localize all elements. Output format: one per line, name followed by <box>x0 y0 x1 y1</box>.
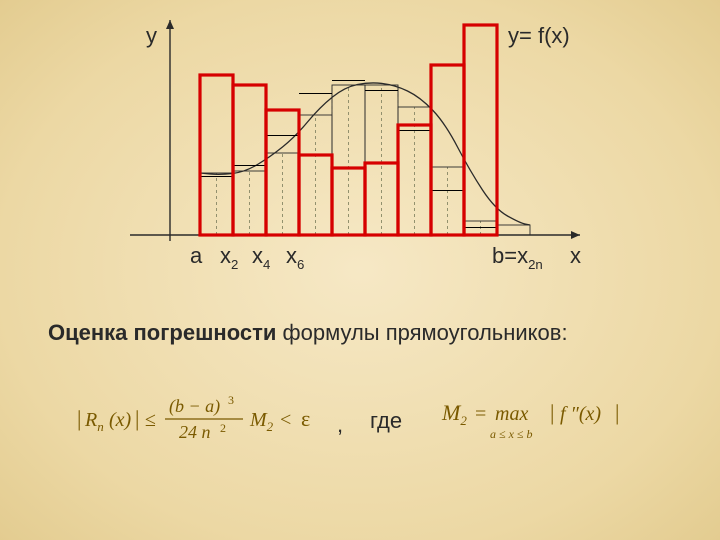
svg-text:ε: ε <box>301 406 310 431</box>
svg-text:x6: x6 <box>286 243 304 272</box>
svg-text:f ″(x): f ″(x) <box>560 403 601 425</box>
svg-text:Rn: Rn <box>84 409 104 434</box>
error-caption: Оценка погрешности формулы прямоугольник… <box>48 320 568 346</box>
svg-text:|: | <box>77 406 81 431</box>
svg-text:x4: x4 <box>252 243 270 272</box>
formula-rn: |Rn(x)|≤(b − a)324 n2M2<ε <box>75 390 335 448</box>
svg-text:|: | <box>135 406 139 431</box>
svg-text:3: 3 <box>228 393 234 407</box>
where-label: где <box>370 408 402 434</box>
svg-text:max: max <box>495 403 528 425</box>
caption-rest: формулы прямоугольников: <box>276 320 567 345</box>
svg-text:b=x2n: b=x2n <box>492 243 543 272</box>
svg-text:=: = <box>475 403 486 425</box>
formula-row: |Rn(x)|≤(b − a)324 n2M2<ε , где M2=maxa … <box>75 390 675 460</box>
svg-text:|: | <box>615 400 619 425</box>
svg-text:x: x <box>570 243 581 268</box>
svg-text:2: 2 <box>220 421 226 435</box>
svg-text:a: a <box>190 243 203 268</box>
svg-text:y: y <box>146 23 157 48</box>
svg-text:M2: M2 <box>441 400 467 428</box>
svg-text:x2: x2 <box>220 243 238 272</box>
svg-text:M2: M2 <box>249 409 274 434</box>
svg-text:|: | <box>550 400 554 425</box>
svg-text:≤: ≤ <box>145 409 156 431</box>
svg-text:y= f(x): y= f(x) <box>508 23 570 48</box>
formula-m2: M2 = max a ≤ x ≤ b | f ″(x) | <box>440 390 670 446</box>
svg-text:(b − a): (b − a) <box>169 396 220 417</box>
svg-text:a ≤ x ≤ b: a ≤ x ≤ b <box>490 427 533 441</box>
riemann-chart: y y= f(x) a x2 x4 x6 b=x2n x <box>110 15 630 285</box>
comma: , <box>337 412 343 438</box>
svg-text:<: < <box>280 409 291 431</box>
caption-bold: Оценка погрешности <box>48 320 276 345</box>
svg-text:(x): (x) <box>109 409 132 431</box>
svg-text:24 n: 24 n <box>179 422 211 442</box>
